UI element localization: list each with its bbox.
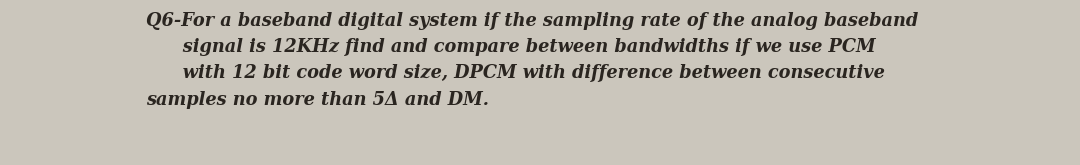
Text: Q6-For a baseband digital system if the sampling rate of the analog baseband
   : Q6-For a baseband digital system if the … [146,12,918,109]
